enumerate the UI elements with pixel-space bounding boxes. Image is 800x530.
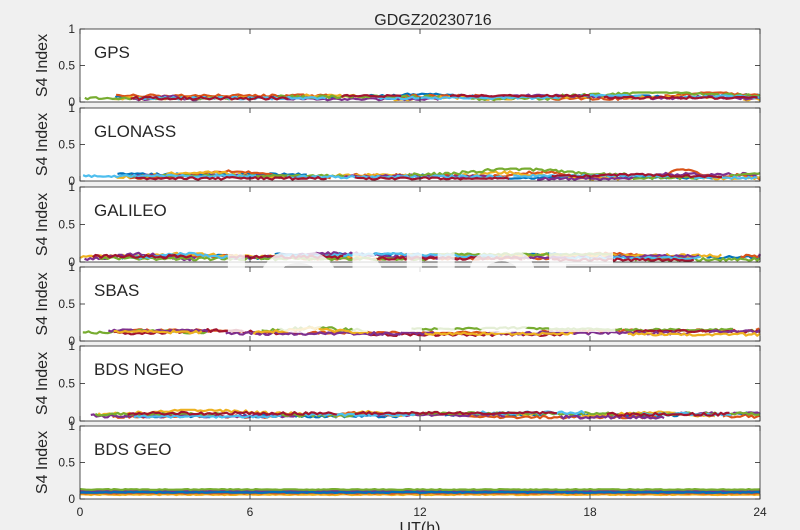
series-line (228, 254, 344, 260)
panel-label: GLONASS (94, 122, 176, 141)
series-line (411, 326, 623, 332)
series-line (79, 488, 761, 491)
series-line (377, 95, 561, 101)
y-axis-label: S4 Index (34, 113, 51, 176)
series-line (135, 176, 327, 181)
series-line (252, 326, 369, 335)
plot-area (80, 187, 760, 262)
panel-label: SBAS (94, 281, 139, 300)
panel-bds-geo: 0 0.5 1 0 6 12 18 24 BDS GEO S4 Index (34, 419, 767, 519)
series-line (130, 95, 289, 101)
series-line (722, 413, 761, 419)
series-line (82, 173, 257, 179)
x-tick-label: 12 (413, 505, 427, 519)
series-line (354, 410, 558, 416)
series-line (376, 255, 523, 261)
figure-title: GDGZ20230716 (374, 12, 492, 29)
plot-area (80, 108, 760, 181)
series-line (551, 172, 723, 179)
y-tick-label: 1 (68, 101, 75, 115)
y-axis-label: S4 Index (34, 272, 51, 335)
y-tick-label: 0.5 (58, 456, 75, 470)
y-tick-label: 0 (68, 95, 75, 109)
series-line (107, 328, 209, 333)
plot-area (80, 29, 760, 102)
series-group (79, 251, 761, 262)
series-line (255, 256, 428, 262)
y-tick-label: 1 (68, 339, 75, 353)
series-line (708, 329, 761, 334)
series-group (82, 167, 761, 181)
watermark-text: IONISE (220, 226, 620, 358)
series-group (84, 91, 761, 102)
series-line (627, 332, 761, 337)
y-tick-label: 0 (68, 174, 75, 188)
x-tick-label: 24 (753, 505, 767, 519)
y-tick-label: 1 (68, 419, 75, 433)
series-line (551, 257, 695, 262)
series-line (424, 331, 574, 336)
panel-label: BDS GEO (94, 440, 171, 459)
panel-label: GALILEO (94, 201, 167, 220)
y-tick-label: 0.5 (58, 59, 75, 73)
panel-label: GPS (94, 43, 130, 62)
y-tick-label: 0.5 (58, 138, 75, 152)
y-axis-label: S4 Index (34, 352, 51, 415)
x-tick-label: 18 (583, 505, 597, 519)
series-group (79, 488, 761, 497)
series-line (740, 253, 761, 259)
panel-sbas: 0 0.5 1 SBAS S4 Index (34, 260, 761, 348)
series-line (536, 176, 638, 181)
series-line (606, 411, 730, 417)
panel-glonass: 0 0.5 1 GLONASS S4 Index (34, 101, 761, 188)
x-axis-label: UT(h) (400, 520, 441, 530)
y-tick-label: 0.5 (58, 218, 75, 232)
series-line (340, 93, 402, 98)
y-tick-label: 0 (68, 334, 75, 348)
y-tick-label: 0 (68, 414, 75, 428)
y-tick-label: 1 (68, 260, 75, 274)
panels: 0 0.5 1 GPS S4 Index 0 0.5 1 GLONASS S4 Index 0 0.5… (34, 22, 767, 519)
series-line (603, 95, 758, 100)
y-tick-label: 0 (68, 255, 75, 269)
series-line (449, 93, 590, 98)
series-line (407, 167, 628, 177)
panel-galileo: 0 0.5 1 GALILEO S4 Index (34, 180, 761, 269)
series-line (79, 490, 761, 494)
series-line (354, 176, 510, 181)
y-tick-label: 0 (68, 492, 75, 506)
y-tick-label: 1 (68, 22, 75, 36)
y-tick-label: 0.5 (58, 297, 75, 311)
x-tick-label: 6 (247, 505, 254, 519)
series-group (90, 408, 761, 420)
panel-label: BDS NGEO (94, 360, 184, 379)
plot-area (80, 346, 760, 421)
series-line (225, 330, 435, 336)
series-line (92, 253, 193, 260)
series-line (133, 414, 282, 419)
y-axis-label: S4 Index (34, 34, 51, 97)
series-line (113, 329, 203, 335)
y-tick-label: 1 (68, 180, 75, 194)
series-line (729, 172, 761, 177)
x-tick-label: 0 (77, 505, 84, 519)
series-line (433, 252, 612, 257)
series-group (82, 325, 761, 337)
y-axis-label: S4 Index (34, 193, 51, 256)
series-line (561, 91, 761, 98)
plot-area (80, 426, 760, 499)
series-line (559, 414, 665, 420)
series-line (94, 411, 223, 417)
y-tick-label: 0.5 (58, 377, 75, 391)
panel-bds-ngeo: 0 0.5 1 BDS NGEO S4 Index (34, 339, 761, 428)
panel-gps: 0 0.5 1 GPS S4 Index (34, 22, 761, 109)
series-line (127, 410, 337, 416)
y-axis-label: S4 Index (34, 431, 51, 494)
